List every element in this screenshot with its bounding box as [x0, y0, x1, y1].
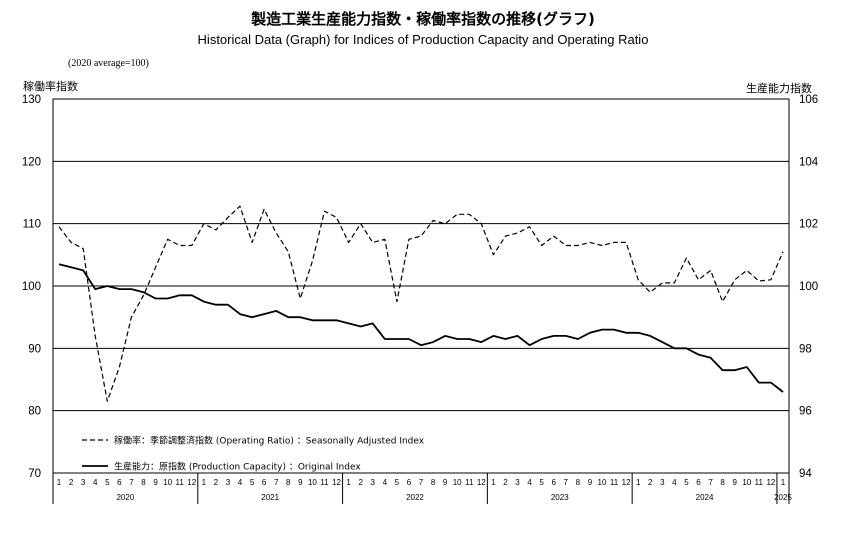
month-label: 4 — [238, 478, 243, 487]
month-label: 2 — [503, 478, 508, 487]
month-label: 8 — [286, 478, 291, 487]
left-tick-label: 100 — [22, 281, 41, 293]
year-label: 2020 — [116, 493, 134, 502]
plot-frame — [52, 98, 790, 474]
right-tick-label: 100 — [799, 281, 818, 293]
month-label: 1 — [202, 478, 207, 487]
month-label: 5 — [250, 478, 255, 487]
left-tick-label: 70 — [28, 468, 41, 480]
month-label: 5 — [684, 478, 689, 487]
series-production-capacity-line — [58, 263, 784, 393]
base-year-note: (2020 average=100) — [68, 58, 149, 69]
month-label: 6 — [117, 478, 122, 487]
month-label: 3 — [371, 478, 376, 487]
year-label: 2022 — [406, 493, 424, 502]
month-label: 10 — [308, 478, 317, 487]
month-label: 7 — [708, 478, 713, 487]
right-tick-label: 102 — [799, 219, 818, 231]
month-label: 6 — [696, 478, 701, 487]
year-label: 2024 — [696, 493, 714, 502]
month-label: 2 — [69, 478, 74, 487]
month-label: 11 — [465, 478, 474, 487]
month-label: 9 — [153, 478, 158, 487]
right-tick-label: 106 — [799, 94, 818, 106]
month-label: 1 — [781, 478, 786, 487]
month-label: 5 — [105, 478, 110, 487]
chart-title-en: Historical Data (Graph) for Indices of P… — [197, 32, 649, 47]
month-label: 7 — [564, 478, 569, 487]
month-label: 3 — [81, 478, 86, 487]
month-label: 3 — [660, 478, 665, 487]
chart-title-jp: 製造工業生産能力指数・稼働率指数の推移(グラフ) — [251, 10, 595, 28]
month-label: 6 — [407, 478, 412, 487]
month-label: 4 — [672, 478, 677, 487]
left-tick-label: 110 — [23, 219, 41, 231]
month-label: 11 — [610, 478, 619, 487]
month-label: 10 — [742, 478, 751, 487]
right-tick-label: 94 — [799, 468, 812, 480]
month-label: 12 — [477, 478, 486, 487]
month-label: 9 — [298, 478, 303, 487]
month-label: 10 — [453, 478, 462, 487]
right-tick-label: 104 — [799, 156, 819, 168]
left-tick-label: 120 — [22, 156, 41, 168]
month-label: 12 — [622, 478, 631, 487]
month-label: 7 — [274, 478, 279, 487]
month-label: 3 — [226, 478, 231, 487]
month-label: 8 — [576, 478, 581, 487]
year-label: 2023 — [551, 493, 569, 502]
month-label: 9 — [443, 478, 448, 487]
month-label: 11 — [176, 478, 185, 487]
month-label: 1 — [636, 478, 641, 487]
month-label: 1 — [491, 478, 496, 487]
month-label: 2 — [648, 478, 653, 487]
month-label: 8 — [141, 478, 146, 487]
month-label: 9 — [732, 478, 737, 487]
month-label: 11 — [755, 478, 764, 487]
month-label: 12 — [332, 478, 341, 487]
month-label: 9 — [588, 478, 593, 487]
month-label: 7 — [419, 478, 424, 487]
right-tick-label: 96 — [799, 406, 812, 418]
month-label: 2 — [214, 478, 219, 487]
month-label: 4 — [527, 478, 532, 487]
legend-label: 生産能力：原指数 (Production Capacity) ：Original… — [114, 461, 361, 473]
left-tick-label: 130 — [22, 94, 41, 106]
month-label: 12 — [187, 478, 196, 487]
month-label: 3 — [515, 478, 520, 487]
month-label: 1 — [346, 478, 351, 487]
month-label: 8 — [431, 478, 436, 487]
right-tick-label: 98 — [799, 343, 812, 355]
month-label: 5 — [395, 478, 400, 487]
month-label: 11 — [320, 478, 329, 487]
month-label: 2 — [358, 478, 363, 487]
series-operating-ratio-line — [58, 205, 784, 402]
year-label: 2021 — [261, 493, 279, 502]
month-label: 10 — [598, 478, 607, 487]
month-label: 7 — [129, 478, 134, 487]
left-tick-label: 80 — [28, 406, 41, 418]
month-label: 1 — [57, 478, 62, 487]
left-axis-title: 稼働率指数 — [23, 80, 78, 93]
month-label: 10 — [163, 478, 172, 487]
month-label: 12 — [766, 478, 775, 487]
legend-label: 稼働率：季節調整済指数 (Operating Ratio) ：Seasonall… — [114, 435, 425, 447]
month-label: 4 — [93, 478, 98, 487]
left-tick-label: 90 — [28, 343, 41, 355]
month-label: 4 — [383, 478, 388, 487]
year-label: 2025 — [774, 493, 792, 502]
month-label: 6 — [262, 478, 267, 487]
month-label: 6 — [551, 478, 556, 487]
right-axis-title: 生産能力指数 — [746, 82, 812, 95]
month-label: 8 — [720, 478, 725, 487]
month-label: 5 — [539, 478, 544, 487]
